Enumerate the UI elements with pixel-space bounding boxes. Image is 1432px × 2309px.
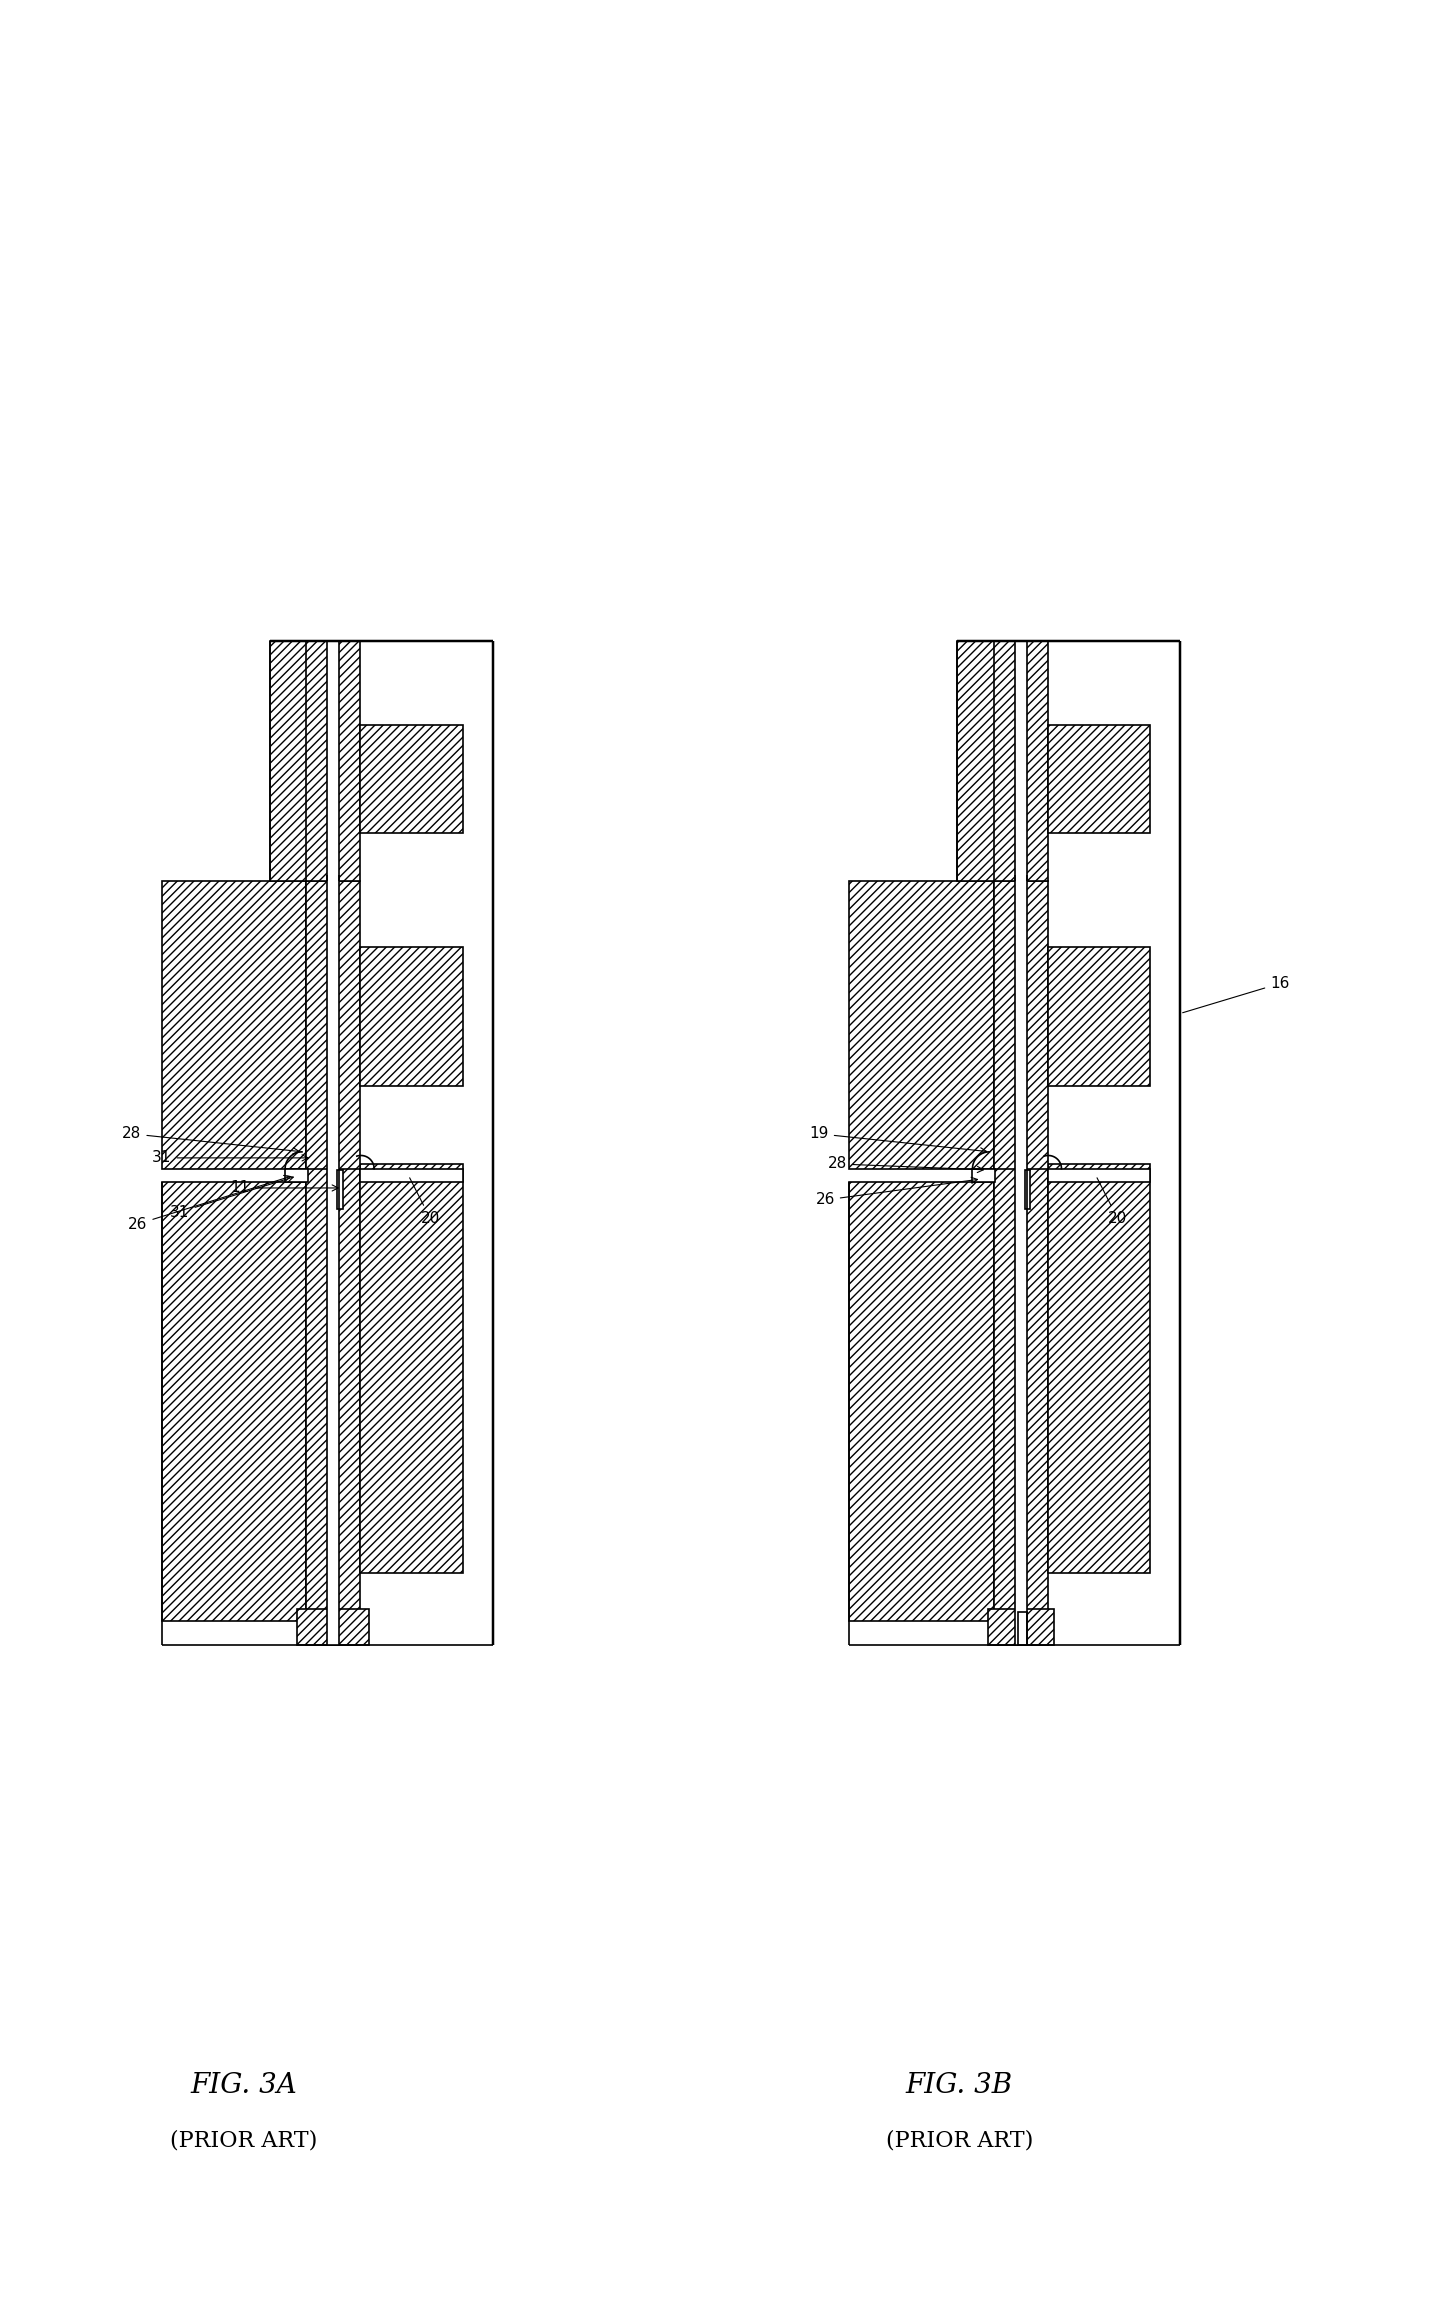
Text: 28: 28 xyxy=(828,1157,984,1173)
Bar xyxy=(306,882,361,1168)
Bar xyxy=(1048,1168,1150,1182)
Bar xyxy=(849,882,994,1168)
Bar xyxy=(1048,725,1150,834)
Text: 28: 28 xyxy=(122,1127,299,1154)
Bar xyxy=(162,882,306,1168)
Bar xyxy=(361,725,463,834)
Bar xyxy=(994,1166,1048,1644)
Bar xyxy=(271,640,308,882)
Text: 31: 31 xyxy=(152,1150,308,1166)
Bar xyxy=(1014,882,1027,1168)
Bar xyxy=(1048,1164,1150,1572)
Text: FIG. 3B: FIG. 3B xyxy=(906,2071,1012,2099)
Bar xyxy=(361,947,463,1085)
Bar xyxy=(972,1168,995,1182)
Bar xyxy=(994,640,1048,882)
Text: 19: 19 xyxy=(809,1127,987,1154)
Bar xyxy=(306,1166,361,1644)
Bar xyxy=(338,1171,342,1210)
Text: 11: 11 xyxy=(231,1180,338,1196)
Bar xyxy=(994,882,1048,1168)
Bar xyxy=(1025,1171,1030,1210)
Bar xyxy=(1018,1612,1027,1644)
Bar xyxy=(326,640,339,882)
Bar xyxy=(285,1168,308,1182)
Text: (PRIOR ART): (PRIOR ART) xyxy=(886,2129,1032,2152)
Text: 20: 20 xyxy=(410,1178,440,1226)
Bar xyxy=(162,1182,306,1621)
Bar xyxy=(361,1164,463,1572)
Bar xyxy=(988,1609,1054,1644)
Text: FIG. 3A: FIG. 3A xyxy=(190,2071,296,2099)
Bar xyxy=(958,640,995,882)
Bar xyxy=(326,1166,339,1644)
Bar xyxy=(1048,947,1150,1085)
Text: 26: 26 xyxy=(127,1175,291,1231)
Text: 20: 20 xyxy=(1097,1178,1127,1226)
Text: 26: 26 xyxy=(815,1178,978,1208)
Bar xyxy=(298,1609,369,1644)
Bar xyxy=(306,640,361,882)
Bar xyxy=(1014,1166,1027,1644)
Text: (PRIOR ART): (PRIOR ART) xyxy=(170,2129,316,2152)
Bar xyxy=(1014,640,1027,882)
Text: 31: 31 xyxy=(170,1175,294,1219)
Bar xyxy=(326,882,339,1168)
Bar xyxy=(361,1168,463,1182)
Text: 16: 16 xyxy=(1183,977,1290,1014)
Bar xyxy=(849,1182,994,1621)
